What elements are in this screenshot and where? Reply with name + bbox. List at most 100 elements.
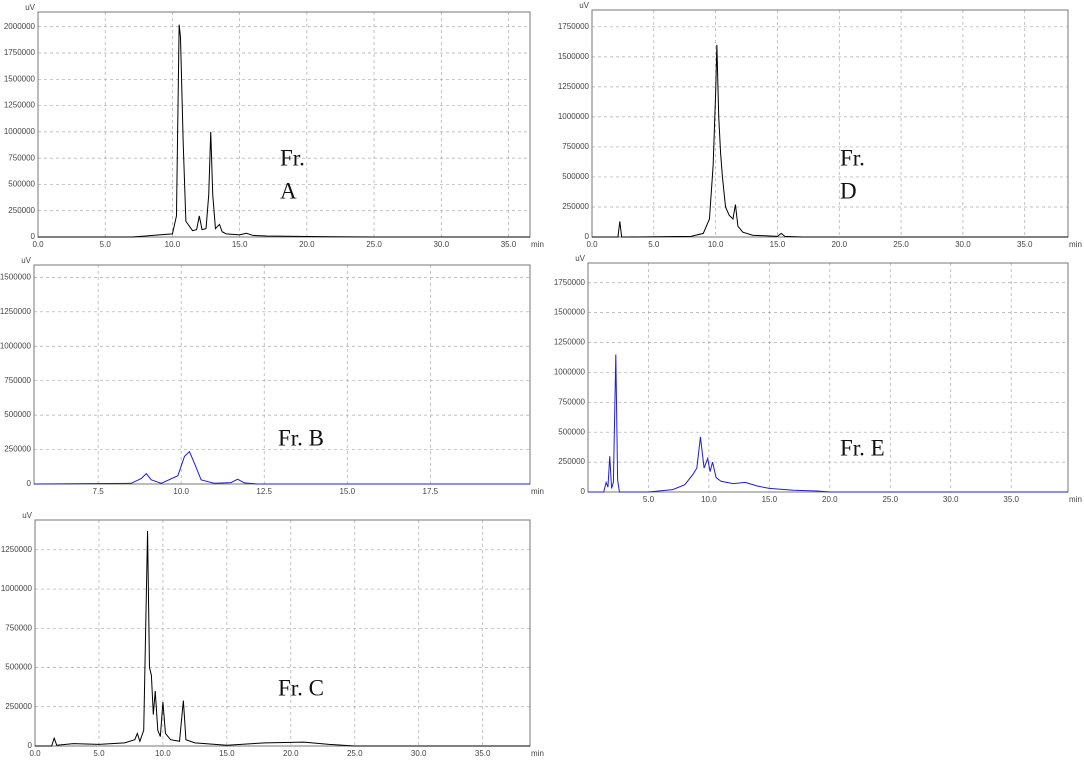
x-tick-label: 15.0	[219, 749, 235, 758]
plot-frame	[34, 519, 531, 747]
x-tick-label: 17.5	[423, 487, 439, 496]
y-tick-label: 1000000	[554, 368, 586, 377]
x-tick-label: 0.0	[32, 240, 44, 249]
x-axis-label: min	[1069, 495, 1082, 504]
y-tick-label: 500000	[562, 172, 589, 181]
y-tick-label: 750000	[8, 153, 35, 162]
x-tick-label: 5.0	[648, 240, 660, 249]
y-tick-label: 1250000	[1, 545, 33, 554]
y-tick-label: 1750000	[558, 22, 590, 31]
x-tick-label: 10.0	[708, 240, 724, 249]
y-axis-label: uV	[22, 511, 32, 520]
y-tick-label: 250000	[558, 457, 585, 466]
x-axis-label: min	[1069, 240, 1082, 249]
y-tick-label: 250000	[562, 202, 589, 211]
x-tick-label: 5.0	[100, 240, 112, 249]
fraction-label: Fr. B	[278, 425, 324, 450]
x-tick-label: 20.0	[299, 240, 315, 249]
y-tick-label: 500000	[5, 663, 32, 672]
y-tick-label: 1500000	[4, 74, 36, 83]
x-tick-label: 5.0	[93, 749, 105, 758]
y-tick-label: 1500000	[0, 273, 32, 282]
fraction-label: Fr. C	[278, 675, 324, 700]
y-tick-label: 1750000	[4, 48, 36, 57]
chromatogram-trace	[592, 44, 1068, 238]
x-tick-label: 15.0	[232, 240, 248, 249]
y-tick-label: 500000	[8, 180, 35, 189]
fraction-label: Fr.	[280, 145, 305, 170]
x-tick-label: 20.0	[822, 495, 838, 504]
x-tick-label: 35.0	[1003, 495, 1019, 504]
y-tick-label: 1500000	[554, 308, 586, 317]
y-axis-label: uV	[21, 256, 31, 265]
x-tick-label: 0.0	[29, 749, 41, 758]
x-tick-label: 10.0	[155, 749, 171, 758]
y-tick-label: 0	[31, 232, 36, 241]
y-tick-label: 0	[28, 741, 33, 750]
chromatogram-trace	[588, 354, 1068, 493]
y-tick-label: 1000000	[1, 584, 33, 593]
x-tick-label: 25.0	[366, 240, 382, 249]
fraction-label: D	[840, 178, 857, 203]
x-tick-label: 30.0	[955, 240, 971, 249]
x-tick-label: 35.0	[1017, 240, 1033, 249]
y-tick-label: 750000	[562, 142, 589, 151]
y-tick-label: 1750000	[554, 278, 586, 287]
x-tick-label: 15.0	[339, 487, 355, 496]
x-tick-label: 30.0	[411, 749, 427, 758]
x-tick-label: 25.0	[347, 749, 363, 758]
x-tick-label: 5.0	[643, 495, 655, 504]
x-tick-label: 30.0	[943, 495, 959, 504]
y-axis-label: uV	[579, 1, 589, 10]
y-tick-label: 1250000	[554, 338, 586, 347]
y-tick-label: 750000	[5, 623, 32, 632]
x-tick-label: 15.0	[762, 495, 778, 504]
x-axis-label: min	[531, 749, 544, 758]
x-axis-label: min	[531, 487, 544, 496]
plot-frame	[37, 11, 531, 238]
plot-frame	[33, 264, 531, 485]
y-tick-label: 500000	[558, 427, 585, 436]
x-tick-label: 35.0	[501, 240, 517, 249]
x-tick-label: 25.0	[882, 495, 898, 504]
x-tick-label: 30.0	[433, 240, 449, 249]
x-tick-label: 10.0	[701, 495, 717, 504]
y-tick-label: 1000000	[558, 112, 590, 121]
x-tick-label: 20.0	[283, 749, 299, 758]
y-tick-label: 1250000	[558, 82, 590, 91]
y-tick-label: 750000	[558, 397, 585, 406]
x-axis-label: min	[531, 240, 544, 249]
x-tick-label: 10.0	[173, 487, 189, 496]
y-axis-label: uV	[25, 3, 35, 12]
x-tick-label: 12.5	[256, 487, 272, 496]
fraction-label: A	[280, 178, 297, 203]
x-tick-label: 25.0	[893, 240, 909, 249]
fraction-label: Fr.	[840, 145, 865, 170]
y-tick-label: 250000	[5, 702, 32, 711]
chromatogram-trace	[33, 450, 530, 485]
fraction-label: Fr. E	[840, 435, 885, 460]
y-tick-label: 1250000	[0, 307, 32, 316]
y-tick-label: 2000000	[4, 22, 36, 31]
x-tick-label: 7.5	[93, 487, 105, 496]
plot-frame	[587, 262, 1069, 493]
plot-frame	[591, 9, 1069, 238]
x-tick-label: 20.0	[831, 240, 847, 249]
y-tick-label: 500000	[4, 410, 31, 419]
y-tick-label: 1500000	[558, 52, 590, 61]
y-tick-label: 1000000	[0, 341, 32, 350]
x-tick-label: 35.0	[475, 749, 491, 758]
y-tick-label: 1000000	[4, 127, 36, 136]
chromatogram-trace	[38, 24, 530, 238]
chromatogram-trace	[35, 530, 530, 747]
y-tick-label: 250000	[8, 206, 35, 215]
y-tick-label: 0	[581, 487, 586, 496]
y-tick-label: 1250000	[4, 101, 36, 110]
x-tick-label: 15.0	[770, 240, 786, 249]
y-tick-label: 0	[27, 479, 32, 488]
x-tick-label: 10.0	[165, 240, 181, 249]
y-tick-label: 750000	[4, 376, 31, 385]
y-axis-label: uV	[575, 254, 585, 263]
x-tick-label: 0.0	[586, 240, 598, 249]
